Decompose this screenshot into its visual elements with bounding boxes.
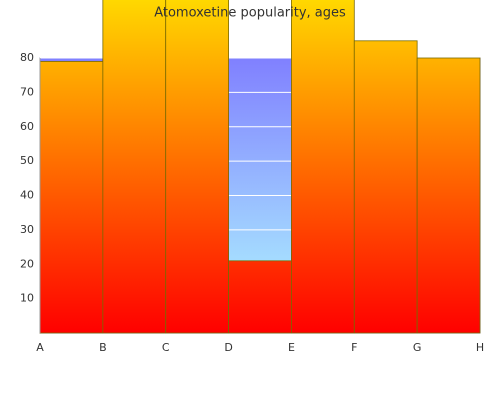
y-tick-label: 60 [20, 120, 34, 133]
x-tick-label: C [162, 341, 170, 354]
x-tick-label: F [351, 341, 357, 354]
y-tick-label: 10 [20, 292, 34, 305]
area-step [353, 40, 418, 334]
x-tick-label: B [99, 341, 107, 354]
area-step [228, 260, 292, 334]
y-tick-label: 40 [20, 189, 34, 202]
y-tick-label: 20 [20, 257, 34, 270]
x-tick-label: G [413, 341, 422, 354]
x-tick-label: D [224, 341, 232, 354]
y-tick-label: 50 [20, 154, 34, 167]
x-tick-label: A [36, 341, 44, 354]
x-tick-label: E [288, 341, 295, 354]
y-tick-label: 30 [20, 223, 34, 236]
y-tick-label: 70 [20, 85, 34, 98]
chart-title: Atomoxetine popularity, ages [154, 6, 346, 21]
y-tick-label: 80 [20, 51, 34, 64]
x-tick-label: H [476, 341, 484, 354]
area-step [102, 0, 167, 334]
area-step [416, 57, 481, 334]
area-step [291, 0, 355, 334]
area-step [39, 61, 104, 334]
area-step [165, 0, 229, 334]
